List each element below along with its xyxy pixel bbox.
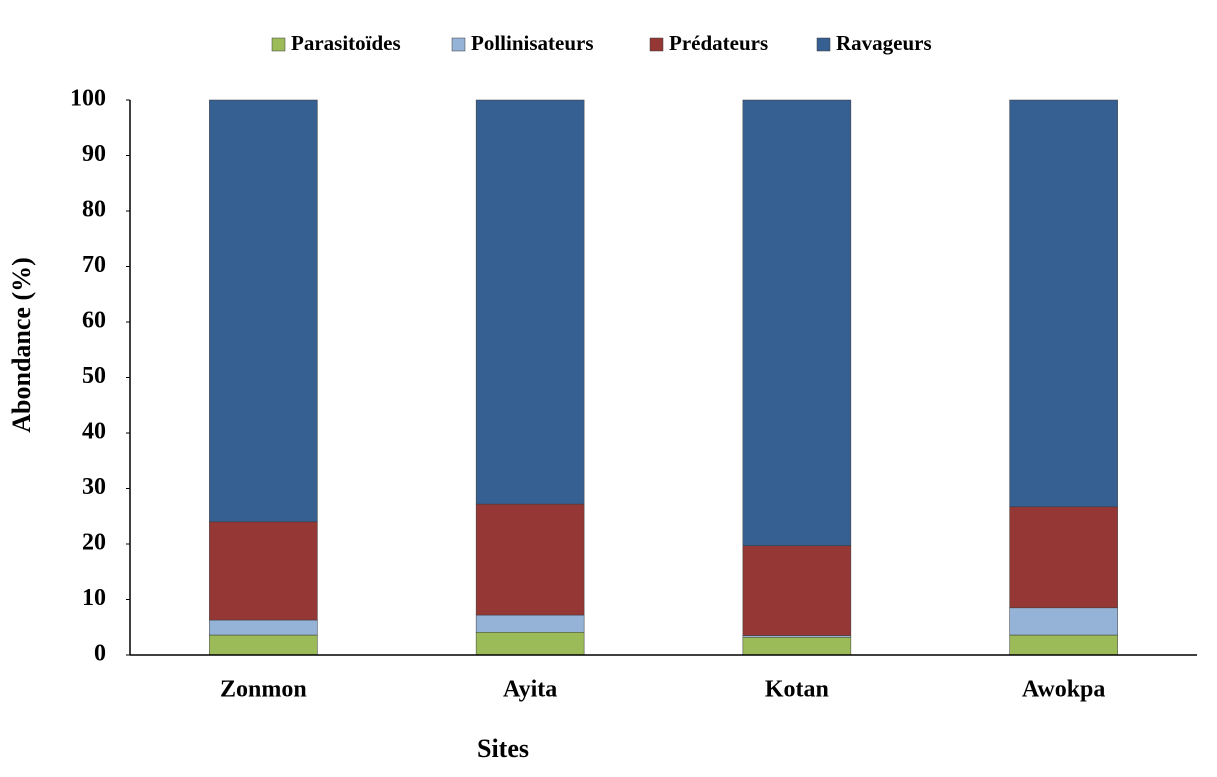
y-tick-label: 10 xyxy=(82,585,106,611)
y-tick-label: 40 xyxy=(82,419,106,445)
bar-segment xyxy=(209,619,318,636)
bar-segment xyxy=(1009,506,1118,609)
y-tick-label: 70 xyxy=(82,252,106,278)
bar-segment xyxy=(475,614,585,633)
legend-swatch xyxy=(451,37,466,52)
y-tick-label: 80 xyxy=(82,197,106,223)
y-tick-label: 90 xyxy=(82,141,106,167)
legend-swatch xyxy=(816,37,831,52)
bar-segment xyxy=(475,631,585,656)
y-tick-label: 50 xyxy=(82,363,106,389)
bar-segment xyxy=(1009,634,1118,656)
x-tick-label: Kotan xyxy=(765,677,829,703)
y-tick-label: 60 xyxy=(82,308,106,334)
x-tick-label: Ayita xyxy=(503,677,557,703)
legend-swatch xyxy=(271,37,286,52)
bar-segment xyxy=(1009,99,1118,508)
bar-segment xyxy=(209,99,318,523)
y-tick-label: 0 xyxy=(94,641,106,667)
y-axis-label: Abondance (%) xyxy=(7,257,36,433)
bar-segment xyxy=(742,545,852,636)
x-tick-label: Awokpa xyxy=(1022,677,1106,703)
bar-segment xyxy=(209,634,318,656)
bar-segment xyxy=(209,521,318,621)
x-axis-label: Sites xyxy=(477,734,529,763)
legend-swatch xyxy=(649,37,664,52)
y-tick-label: 20 xyxy=(82,530,106,556)
bar-segment xyxy=(475,99,585,505)
x-tick-label: Zonmon xyxy=(220,677,307,703)
y-tick-label: 100 xyxy=(70,86,106,112)
bar-segment xyxy=(1009,607,1118,636)
legend-label: Ravageurs xyxy=(836,31,932,55)
legend-label: Pollinisateurs xyxy=(471,31,594,55)
legend-label: Parasitoïdes xyxy=(291,31,401,55)
bar-segment xyxy=(475,503,585,616)
bar-segment xyxy=(742,636,852,656)
legend-label: Prédateurs xyxy=(669,31,768,55)
y-tick-label: 30 xyxy=(82,474,106,500)
bar-segment xyxy=(742,99,852,546)
